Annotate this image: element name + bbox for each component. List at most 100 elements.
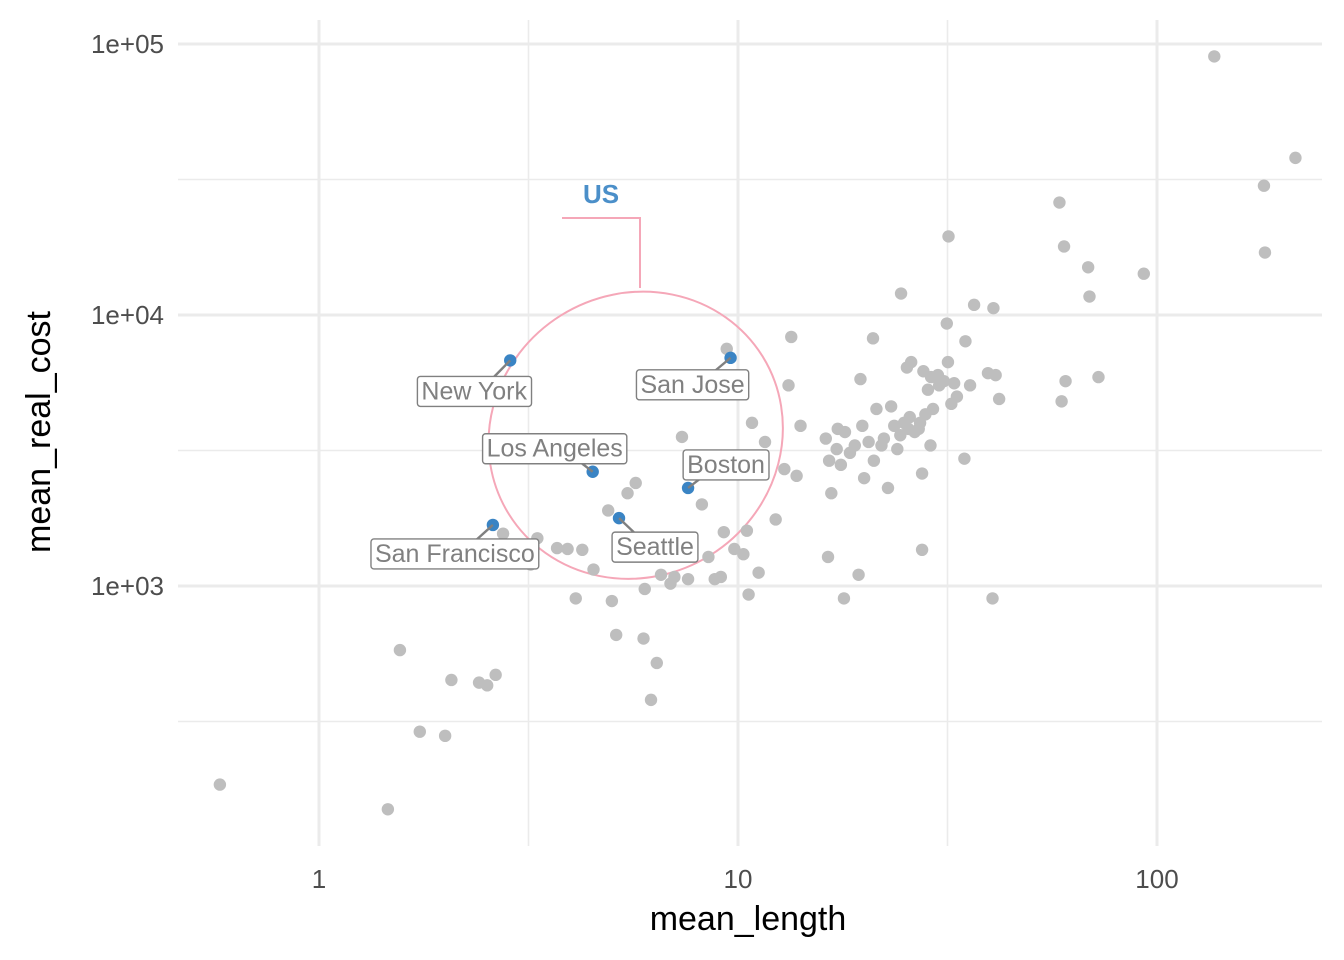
data-points: [213, 50, 1302, 816]
data-point: [550, 541, 564, 555]
data-point: [915, 467, 929, 480]
data-point: [742, 588, 755, 601]
label-box: [682, 449, 770, 481]
data-point: [947, 377, 961, 390]
data-point: [903, 410, 916, 424]
data-point: [717, 525, 731, 539]
data-point: [921, 383, 935, 396]
data-point: [675, 430, 689, 444]
data-point: [576, 543, 589, 557]
data-point: [609, 628, 623, 642]
data-point: [940, 317, 953, 330]
data-point: [942, 230, 955, 243]
data-point: [650, 656, 663, 670]
data-point: [1257, 179, 1271, 192]
data-point: [830, 442, 843, 456]
data-point: [866, 332, 880, 345]
data-point: [856, 419, 869, 433]
data-point: [992, 392, 1006, 406]
city-label: New York: [421, 377, 527, 405]
data-point: [986, 592, 999, 605]
annotation-label: US: [583, 179, 619, 209]
data-point: [904, 355, 918, 369]
data-point: [822, 454, 836, 467]
data-point: [740, 524, 754, 537]
data-point: [963, 379, 977, 392]
data-point: [489, 668, 502, 682]
data-point: [950, 390, 964, 403]
data-point: [958, 452, 971, 465]
data-point: [561, 542, 574, 556]
data-point: [959, 335, 972, 348]
data-point: [785, 330, 798, 344]
data-point: [778, 462, 791, 476]
data-point: [213, 778, 227, 791]
data-point: [737, 548, 750, 561]
data-point: [587, 563, 600, 576]
data-point: [987, 301, 1000, 315]
data-point: [1081, 261, 1095, 274]
data-point: [393, 643, 407, 657]
data-point: [702, 550, 715, 564]
data-point: [752, 566, 765, 579]
data-point: [644, 693, 658, 707]
label-box: [370, 538, 540, 570]
data-point: [569, 592, 582, 605]
data-point: [438, 729, 452, 743]
label-box: [611, 531, 699, 563]
data-point: [1053, 196, 1066, 209]
data-point: [782, 379, 795, 392]
data-point: [629, 476, 642, 490]
data-point: [881, 481, 895, 495]
data-point: [924, 439, 937, 452]
data-point: [445, 673, 458, 687]
data-point: [621, 487, 634, 500]
city-label-box: San Francisco: [370, 538, 540, 570]
x-tick-label: 100: [1135, 864, 1178, 894]
data-point: [926, 402, 940, 416]
data-point: [714, 570, 728, 584]
data-point: [894, 287, 908, 300]
city-label: Seattle: [616, 533, 694, 561]
data-point: [838, 425, 852, 439]
data-point: [480, 679, 494, 692]
city-label-box: San Jose: [635, 369, 750, 401]
city-label: Los Angeles: [487, 435, 623, 463]
data-point: [989, 368, 1002, 382]
tick-labels: 1 10 100 1e+03 1e+04 1e+05: [91, 29, 1179, 894]
label-connector: [474, 524, 494, 542]
data-point: [915, 543, 929, 557]
data-point: [1055, 395, 1068, 408]
city-label-box: Los Angeles: [481, 433, 628, 465]
data-point: [1083, 290, 1096, 303]
data-point: [884, 400, 898, 413]
y-tick-label: 1e+04: [91, 300, 164, 330]
city-label-box: New York: [416, 375, 533, 408]
label-box: [635, 369, 750, 401]
data-point: [496, 527, 510, 540]
y-tick-label: 1e+05: [91, 29, 164, 59]
data-point: [1059, 374, 1072, 388]
grid-lines: [178, 20, 1322, 846]
data-point: [967, 298, 981, 312]
data-point: [695, 498, 709, 511]
y-tick-label: 1e+03: [91, 571, 164, 601]
data-point: [790, 469, 803, 483]
data-point: [638, 582, 651, 596]
data-point: [728, 542, 741, 556]
data-point: [794, 419, 807, 433]
label-box: [416, 375, 533, 408]
data-point: [852, 568, 865, 581]
data-point: [1057, 240, 1071, 253]
city-label: Boston: [687, 451, 765, 479]
data-point: [888, 419, 901, 433]
city-label-box: Seattle: [611, 531, 699, 563]
city-label: San Jose: [640, 371, 744, 399]
data-point: [745, 416, 759, 430]
data-point: [941, 355, 955, 369]
data-point: [848, 439, 861, 452]
data-point: [637, 632, 650, 645]
x-tick-label: 10: [724, 864, 753, 894]
city-label: San Francisco: [375, 540, 535, 568]
data-point: [769, 513, 782, 526]
